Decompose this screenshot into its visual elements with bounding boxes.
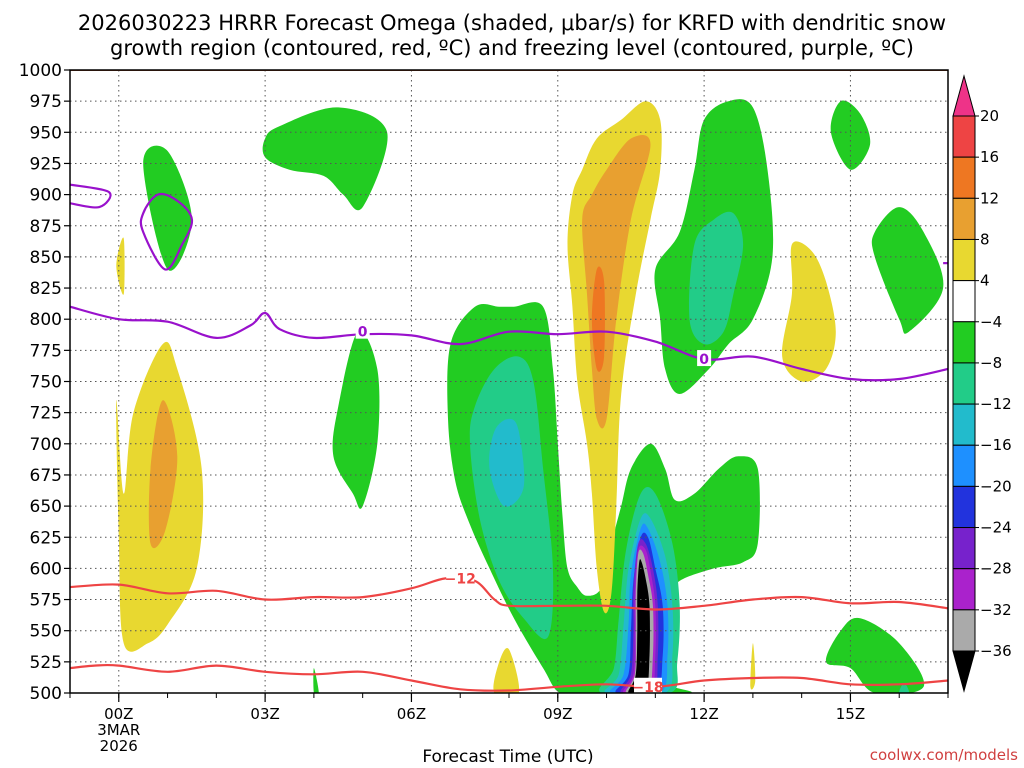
omega-region-11 — [826, 617, 925, 693]
omega-region-3 — [143, 145, 192, 271]
colorbar-bottom-arrow — [952, 650, 976, 693]
colorbar-bin-12 — [952, 609, 976, 652]
omega-region-7 — [262, 107, 388, 211]
y-tick-label-825: 825 — [30, 279, 62, 299]
freezing-contour-label-0-bg — [355, 322, 370, 339]
x-tick-label-09Z: 09Z — [543, 705, 572, 723]
y-tick-label-900: 900 — [30, 186, 62, 206]
y-tick-label-575: 575 — [30, 591, 62, 611]
colorbar-bin-10 — [952, 527, 976, 570]
freezing-contour-3 — [70, 183, 112, 209]
freezing-contour-label-0: 0 — [358, 325, 368, 341]
colorbar-label-7: −12 — [980, 395, 1012, 413]
chart-title-line2: growth region (contoured, red, ºC) and f… — [110, 36, 914, 60]
colorbar-label-0: 20 — [980, 107, 999, 125]
dgz-contour-1 — [70, 576, 948, 611]
dgz-contour-0 — [70, 663, 948, 692]
y-tick-label-775: 775 — [30, 341, 62, 361]
colorbar-label-12: −32 — [980, 601, 1012, 619]
colorbar-bin-4 — [952, 280, 976, 323]
colorbar-bin-8 — [952, 444, 976, 487]
colorbar-bin-6 — [952, 362, 976, 405]
x-date-label-day: 3MAR — [97, 721, 140, 739]
omega-region-21 — [591, 266, 605, 372]
y-tick-label-600: 600 — [30, 559, 62, 579]
x-tick-label-03Z: 03Z — [250, 705, 279, 723]
colorbar: 20 16 12 8 4 −4 −8 −12 −16 −20 −24 −28 −32 −36 — [952, 74, 1012, 693]
omega-region-1 — [148, 400, 178, 549]
colorbar-label-9: −20 — [980, 477, 1012, 495]
colorbar-label-5: −4 — [980, 313, 1002, 331]
colorbar-bin-9 — [952, 485, 976, 529]
colorbar-label-8: −16 — [980, 436, 1012, 454]
freezing-contour-label-1-bg — [697, 350, 712, 367]
colorbar-bin-3 — [952, 238, 976, 282]
chart-title-line1: 2026030223 HRRR Forecast Omega (shaded, … — [78, 11, 946, 35]
x-date-label-year: 2026 — [100, 737, 138, 755]
colorbar-bin-2 — [952, 197, 976, 240]
omega-region-29 — [628, 559, 650, 693]
y-tick-label-925: 925 — [30, 154, 62, 174]
omega-region-2 — [116, 237, 125, 295]
y-tick-label-725: 725 — [30, 404, 62, 424]
x-tick-label-00Z: 00Z — [104, 705, 133, 723]
y-tick-label-1000: 1000 — [19, 61, 62, 81]
y-tick-label-550: 550 — [30, 622, 62, 642]
colorbar-label-10: −24 — [980, 519, 1012, 537]
y-tick-label-875: 875 — [30, 217, 62, 237]
dgz-contour-label-0: −18 — [632, 680, 663, 696]
freezing-contour-label-1: 0 — [699, 352, 709, 368]
freezing-contour-2 — [139, 192, 194, 271]
colorbar-label-4: 4 — [980, 272, 990, 290]
colorbar-bin-7 — [952, 403, 976, 446]
colorbar-bin-0 — [952, 115, 976, 158]
axes: 500 525 550 575 600 625 650 675 700 725 750 775 800 8… — [19, 61, 949, 755]
x-tick-label-06Z: 06Z — [397, 705, 426, 723]
omega-region-17 — [871, 207, 944, 334]
y-tick-label-850: 850 — [30, 248, 62, 268]
x-axis-label: Forecast Time (UTC) — [422, 747, 593, 767]
dgz-contour-label-0-bg — [634, 677, 663, 693]
colorbar-label-3: 8 — [980, 230, 990, 248]
y-tick-label-950: 950 — [30, 123, 62, 143]
x-tick-label-12Z: 12Z — [689, 705, 718, 723]
colorbar-label-2: 12 — [980, 189, 999, 207]
omega-region-15 — [688, 211, 744, 345]
omega-region-12 — [899, 683, 910, 693]
omega-region-6 — [332, 330, 380, 509]
y-tick-label-650: 650 — [30, 497, 62, 517]
omega-region-16 — [782, 241, 836, 382]
colorbar-label-1: 16 — [980, 148, 999, 166]
y-tick-label-800: 800 — [30, 310, 62, 330]
colorbar-bin-11 — [952, 568, 976, 611]
plot-content: −18 −12 0 0 — [70, 70, 948, 696]
y-tick-label-975: 975 — [30, 92, 62, 112]
colorbar-label-6: −8 — [980, 354, 1002, 372]
y-tick-label-500: 500 — [30, 684, 62, 704]
omega-region-10 — [489, 418, 525, 507]
plot-area: −18 −12 0 0 — [70, 70, 948, 696]
y-tick-label-675: 675 — [30, 466, 62, 486]
credit-text: coolwx.com/models — [870, 746, 1018, 764]
y-tick-label-525: 525 — [30, 653, 62, 673]
y-tick-label-750: 750 — [30, 373, 62, 393]
freezing-contour-0 — [70, 305, 948, 382]
colorbar-label-11: −28 — [980, 560, 1012, 578]
colorbar-bin-1 — [952, 156, 976, 199]
dgz-contour-label-1: −12 — [445, 571, 476, 587]
y-tick-label-700: 700 — [30, 435, 62, 455]
x-tick-label-15Z: 15Z — [836, 705, 865, 723]
omega-region-5 — [493, 648, 520, 693]
colorbar-top-arrow — [952, 74, 976, 117]
colorbar-label-13: −36 — [980, 642, 1012, 660]
colorbar-bin-5 — [952, 321, 976, 364]
y-tick-label-625: 625 — [30, 528, 62, 548]
dgz-contour-label-1-bg — [446, 569, 475, 586]
